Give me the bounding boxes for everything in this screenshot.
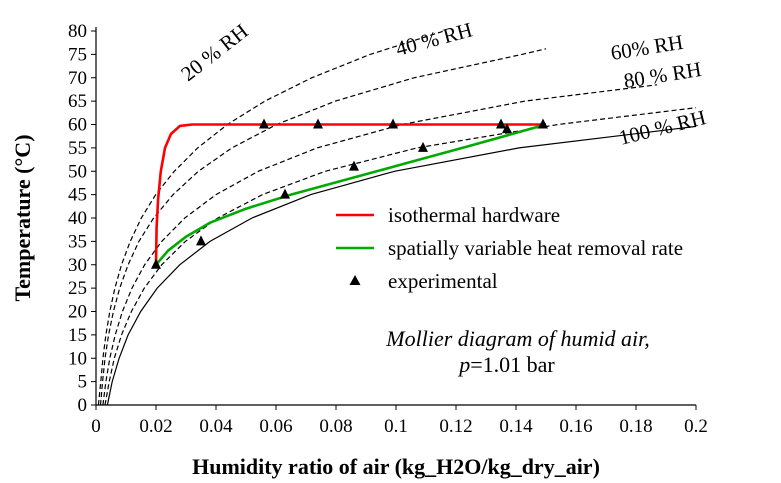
rh-curve [97,30,445,406]
annotation-pressure-symbol: p [457,352,470,377]
x-tick-label: 0.02 [139,416,172,437]
rh-curve [99,48,547,406]
y-tick-label: 45 [68,185,87,206]
legend-marker-experimental [349,275,361,285]
x-tick-label: 0.2 [684,416,708,437]
y-tick-label: 65 [68,91,87,112]
x-axis-title: Humidity ratio of air (kg_H2O/kg_dry_air… [192,454,600,479]
y-tick-label: 70 [68,68,87,89]
legend: isothermal hardware spatially variable h… [336,203,683,293]
rh-curve [106,125,697,406]
y-tick-label: 40 [68,208,87,229]
experimental-point [388,118,398,129]
rh-curve-label: 20 % RH [176,19,252,86]
x-tick-label: 0.16 [559,416,592,437]
experimental-point [496,118,506,129]
x-tick-label: 0.06 [259,416,292,437]
y-axis-title: Temperature (°C) [10,134,35,301]
x-tick-label: 0.14 [499,416,533,437]
x-tick-label: 0.18 [619,416,652,437]
rh-curve [104,107,697,406]
y-tick-label: 75 [68,44,87,65]
rh-curve-label: 60% RH [609,30,685,65]
y-tick-label: 20 [68,302,87,323]
rh-curves [97,30,697,406]
x-tick-label: 0.04 [199,416,233,437]
x-tick-labels: 0 0.02 0.04 0.06 0.08 0.1 0.12 0.14 0.16 0.18 0.2 [91,416,708,437]
experimental-point [502,123,512,134]
legend-label-isothermal: isothermal hardware [388,203,560,227]
annotation-line-1: Mollier diagram of humid air, [385,326,649,351]
experimental-point [196,235,206,246]
annotation-pressure-value: =1.01 bar [470,352,555,377]
experimental-point [259,118,269,129]
rh-curve-label: 100 % RH [616,105,708,150]
y-tick-label: 30 [68,255,87,276]
y-tick-label: 80 [68,21,87,42]
y-tick-label: 55 [68,138,87,159]
y-tick-label: 10 [68,348,87,369]
rh-curve [102,84,658,406]
y-tick-label: 25 [68,278,87,299]
experimental-point [418,141,428,152]
data-series [151,118,548,269]
experimental-point [538,118,548,129]
experimental-point [349,160,359,171]
series-line [154,123,546,265]
legend-label-experimental: experimental [388,269,498,293]
x-tick-label: 0.08 [319,416,352,437]
x-tick-label: 0.1 [384,416,408,437]
axes [91,27,697,410]
series-line [155,123,547,266]
mollier-annotation: Mollier diagram of humid air, p=1.01 bar [385,326,649,377]
experimental-point [313,118,323,129]
legend-label-spatially-variable: spatially variable heat removal rate [388,236,683,260]
y-tick-label: 5 [78,372,88,393]
experimental-point [151,258,161,269]
y-tick-label: 35 [68,231,87,252]
y-tick-label: 0 [78,395,88,416]
y-tick-label: 15 [68,325,87,346]
annotation-line-2: p=1.01 bar [457,352,555,377]
rh-curve-label: 40 % RH [393,17,475,60]
x-tick-label: 0 [91,416,101,437]
x-tick-label: 0.12 [439,416,472,437]
experimental-point [280,188,290,199]
rh-curve-label: 80 % RH [622,57,703,93]
y-tick-label: 60 [68,115,87,136]
y-tick-label: 50 [68,161,87,182]
